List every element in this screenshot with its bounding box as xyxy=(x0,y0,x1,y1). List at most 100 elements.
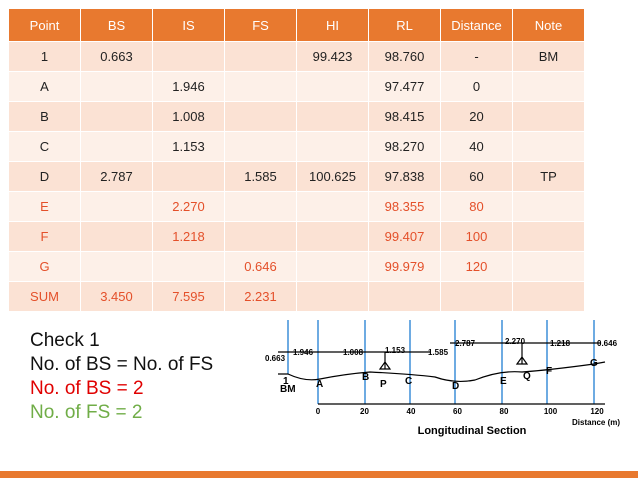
reading-label: 1.153 xyxy=(385,346,406,355)
table-cell xyxy=(152,41,225,72)
table-row: D 2.787 1.585 100.625 97.838 60 TP xyxy=(8,161,585,192)
table-cell: 20 xyxy=(440,101,513,132)
table-cell xyxy=(512,101,585,132)
table-cell: G xyxy=(8,251,81,282)
table-cell: - xyxy=(440,41,513,72)
table-cell: 2.231 xyxy=(224,281,297,312)
point-label: G xyxy=(590,358,598,369)
table-cell: 1.585 xyxy=(224,161,297,192)
check-line: No. of BS = No. of FS xyxy=(30,354,214,375)
reading-label: 0.663 xyxy=(265,354,286,363)
table-cell: 98.760 xyxy=(368,41,441,72)
table-cell: 7.595 xyxy=(152,281,225,312)
table-row: F 1.218 99.407 100 xyxy=(8,221,585,252)
header-cell: HI xyxy=(296,8,369,42)
table-cell xyxy=(80,131,153,162)
table-cell xyxy=(512,191,585,222)
table-cell: 1.153 xyxy=(152,131,225,162)
reading-label: 2.270 xyxy=(505,337,526,346)
footer-bar xyxy=(0,471,638,478)
table-cell xyxy=(296,251,369,282)
section-lines xyxy=(278,342,606,405)
axis-label: Distance (m) xyxy=(572,418,620,427)
longitudinal-diagram: 0.663 1.946 1.008 1.153 1.585 2.787 2.270 1.218… xyxy=(265,320,620,437)
check-block: Check 1 No. of BS = No. of FS No. of BS … xyxy=(30,329,213,425)
table-cell: F xyxy=(8,221,81,252)
table-cell: 0.663 xyxy=(80,41,153,72)
table-cell: 1.008 xyxy=(152,101,225,132)
point-label: B xyxy=(362,372,369,383)
header-cell: Distance xyxy=(440,8,513,42)
caption: Longitudinal Section xyxy=(418,425,527,437)
table-cell xyxy=(224,101,297,132)
distance-label: 120 xyxy=(590,407,604,416)
table-cell: 2.787 xyxy=(80,161,153,192)
table-row: 1 0.663 99.423 98.760- BM xyxy=(8,41,585,72)
distance-label: 80 xyxy=(500,407,509,416)
table-cell: 98.270 xyxy=(368,131,441,162)
header-cell: IS xyxy=(152,8,225,42)
header-cell: Point xyxy=(8,8,81,42)
distance-label: 40 xyxy=(407,407,416,416)
check-line: Check 1 xyxy=(30,330,100,351)
level-table: Point BS IS FS HI RL Distance Note 1 0.663 99.423 9… xyxy=(8,8,585,312)
table-cell: 2.270 xyxy=(152,191,225,222)
table-cell xyxy=(224,131,297,162)
table-cell xyxy=(296,71,369,102)
distance-label: 20 xyxy=(360,407,369,416)
table-cell: 3.450 xyxy=(80,281,153,312)
header-cell: Note xyxy=(512,8,585,42)
table-cell xyxy=(512,221,585,252)
table-cell: 99.979 xyxy=(368,251,441,282)
table-cell: 97.838 xyxy=(368,161,441,192)
table-cell: 1.218 xyxy=(152,221,225,252)
table-row: A 1.946 97.477 0 xyxy=(8,71,585,102)
table-cell: 99.423 xyxy=(296,41,369,72)
table-cell xyxy=(224,191,297,222)
table-cell: 1 xyxy=(8,41,81,72)
distance-label: 100 xyxy=(544,407,558,416)
table-cell: TP xyxy=(512,161,585,192)
table-cell xyxy=(512,131,585,162)
table-cell: BM xyxy=(512,41,585,72)
distance-label: 0 xyxy=(316,407,321,416)
table-cell: 80 xyxy=(440,191,513,222)
table-row: B 1.008 98.415 20 xyxy=(8,101,585,132)
table-cell xyxy=(80,251,153,282)
table-cell xyxy=(296,281,369,312)
point-label: Q xyxy=(523,371,531,382)
table-cell: D xyxy=(8,161,81,192)
point-label: 1 xyxy=(283,376,289,387)
point-label: D xyxy=(452,381,459,392)
point-label: E xyxy=(500,376,507,387)
reading-label: 1.946 xyxy=(293,348,314,357)
table-cell xyxy=(80,71,153,102)
table-cell: B xyxy=(8,101,81,132)
table-cell xyxy=(296,101,369,132)
table-cell xyxy=(224,41,297,72)
table-cell xyxy=(440,281,513,312)
table-cell: 40 xyxy=(440,131,513,162)
reading-label: 1.008 xyxy=(343,348,364,357)
table-row: G 0.646 99.979 120 xyxy=(8,251,585,282)
header-cell: FS xyxy=(224,8,297,42)
table-cell xyxy=(296,191,369,222)
table-cell: A xyxy=(8,71,81,102)
table-row: E 2.270 98.355 80 xyxy=(8,191,585,222)
table-cell: 1.946 xyxy=(152,71,225,102)
distance-label: 60 xyxy=(453,407,462,416)
reading-label: 1.585 xyxy=(428,348,449,357)
header-row: Point BS IS FS HI RL Distance Note xyxy=(8,8,585,42)
table-cell xyxy=(224,71,297,102)
table-cell: 98.415 xyxy=(368,101,441,132)
point-label: A xyxy=(316,379,323,390)
header-cell: BS xyxy=(80,8,153,42)
table-cell: 100.625 xyxy=(296,161,369,192)
table-cell xyxy=(368,281,441,312)
table-cell: 97.477 xyxy=(368,71,441,102)
check-line: No. of FS = 2 xyxy=(30,402,143,423)
reading-label: 1.218 xyxy=(550,339,571,348)
table-cell xyxy=(80,101,153,132)
table-cell xyxy=(80,221,153,252)
